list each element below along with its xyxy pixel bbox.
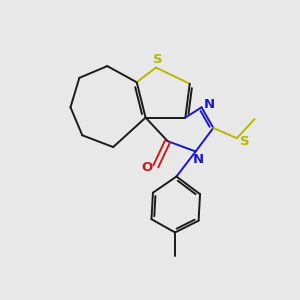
Text: S: S — [240, 135, 250, 148]
Text: S: S — [152, 53, 162, 66]
Text: O: O — [141, 161, 153, 174]
Text: N: N — [204, 98, 215, 111]
Text: N: N — [193, 153, 204, 166]
